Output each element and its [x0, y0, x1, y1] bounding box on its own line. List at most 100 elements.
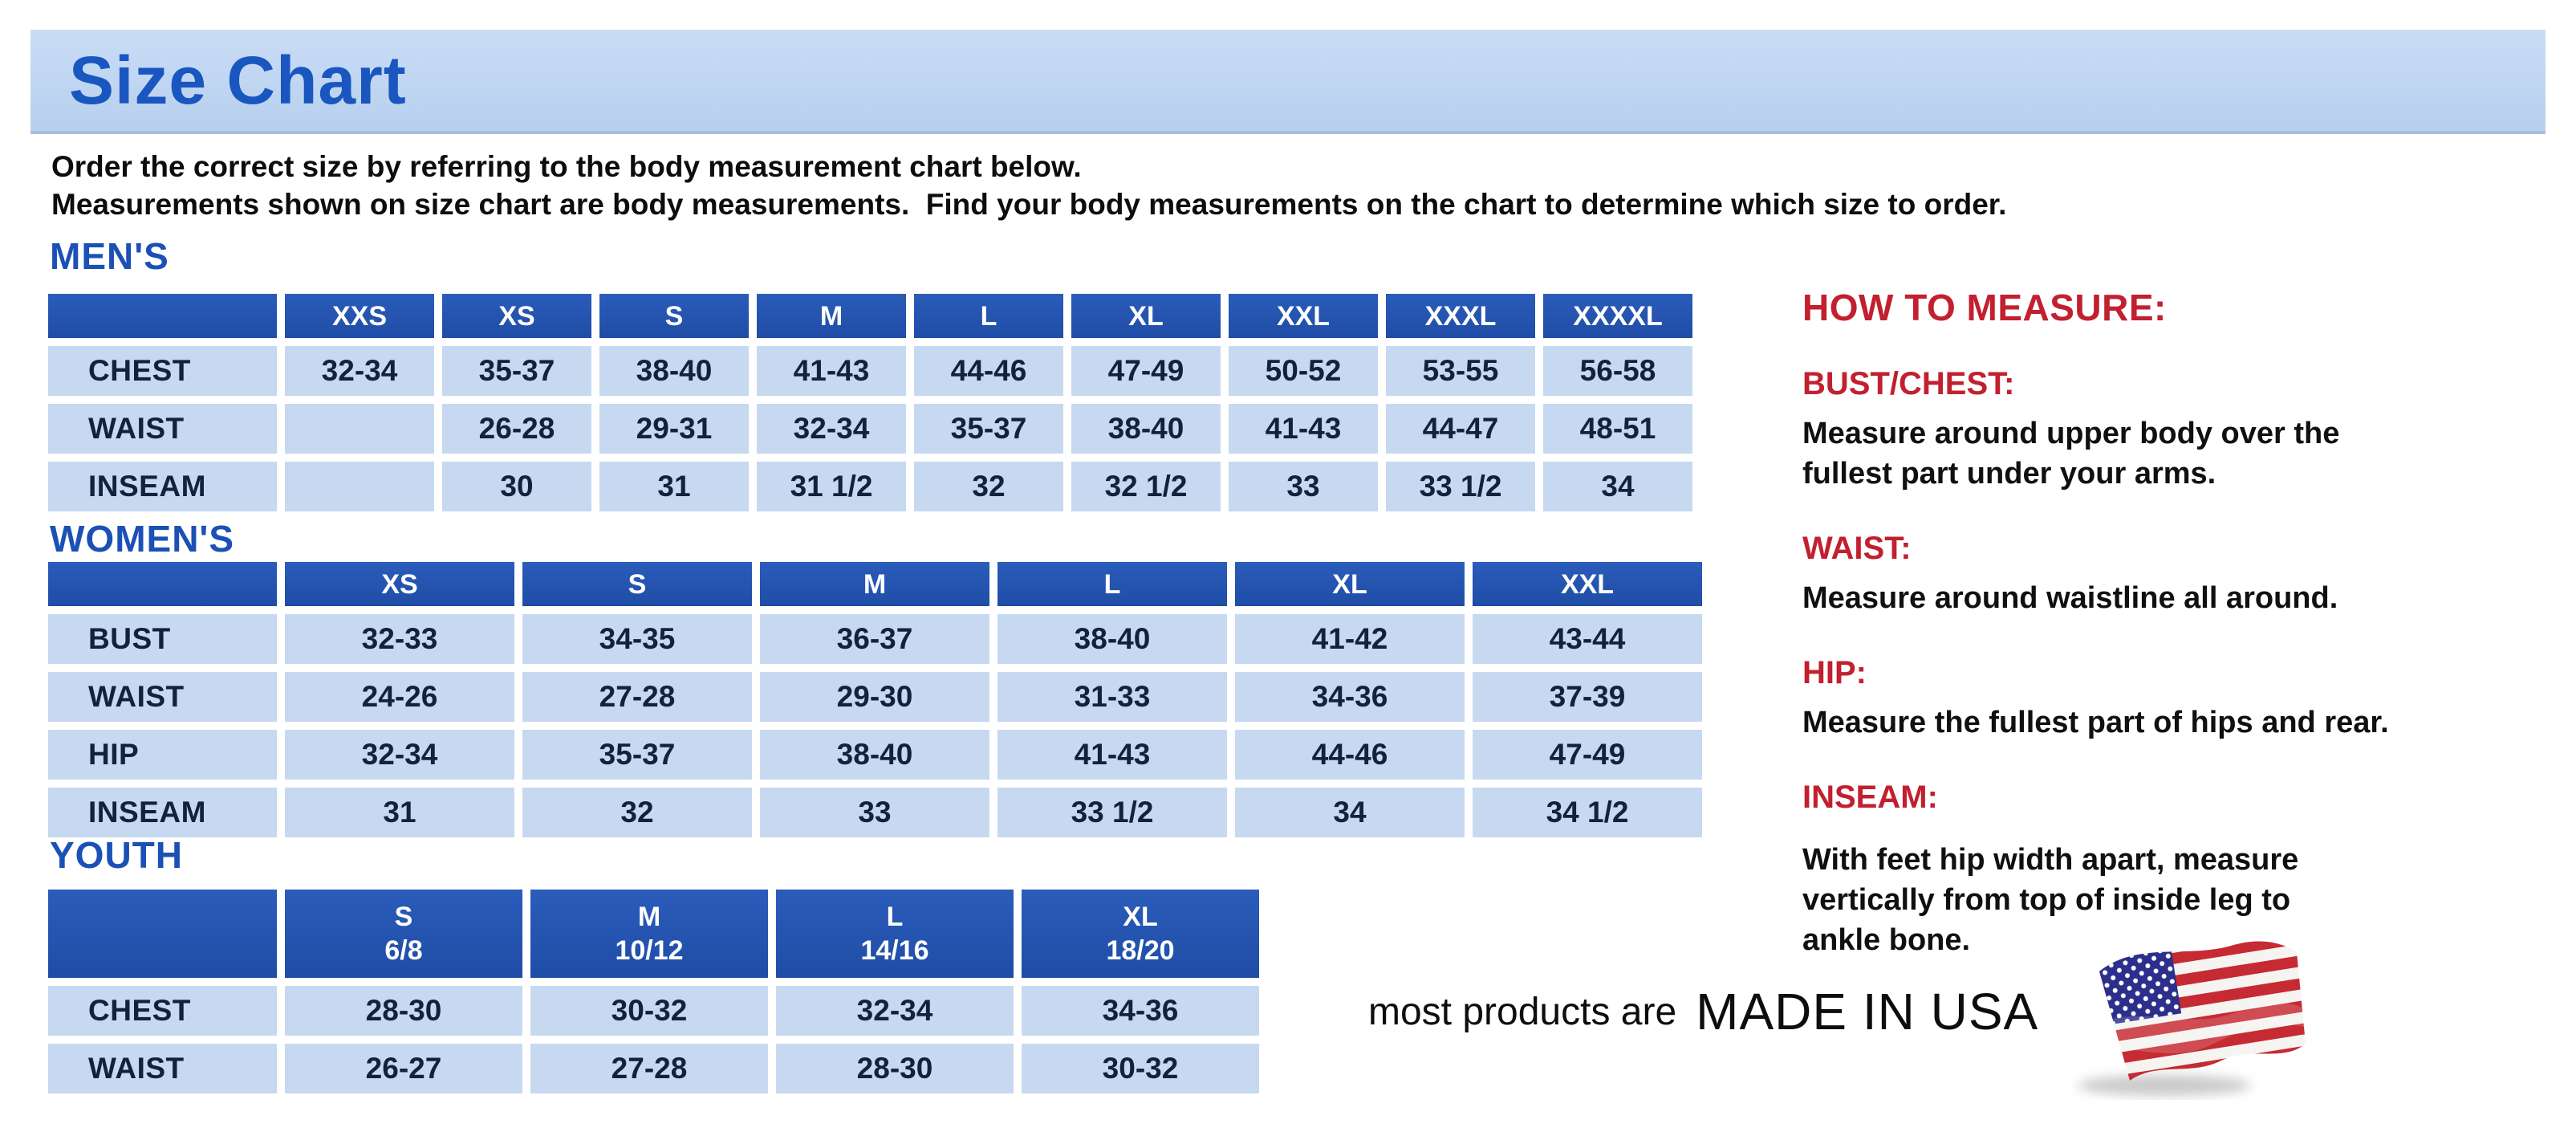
data-cell: 47-49 — [1071, 346, 1221, 396]
header-cell: L 14/16 — [776, 890, 1014, 978]
data-cell: 33 — [760, 788, 989, 837]
header-cell: XL 18/20 — [1022, 890, 1259, 978]
table-corner-cell — [48, 294, 277, 338]
data-cell: 33 1/2 — [997, 788, 1227, 837]
measure-label-bust-chest: BUST/CHEST: — [1802, 366, 2015, 401]
header-cell: S — [599, 294, 749, 338]
data-cell: 32-33 — [285, 614, 514, 664]
header-cell: XXL — [1229, 294, 1378, 338]
section-heading-womens: WOMEN'S — [50, 518, 235, 560]
data-cell: 30-32 — [530, 986, 768, 1036]
how-to-measure-section: HOW TO MEASURE: BUST/CHEST: Measure arou… — [1802, 286, 2557, 960]
measure-text-hip: Measure the fullest part of hips and rea… — [1802, 706, 2389, 739]
data-cell: 38-40 — [997, 614, 1227, 664]
data-cell — [285, 462, 434, 511]
youth-size-table: S 6/8 M 10/12 L 14/16 XL 18/20 CHEST 28-30 30-… — [48, 890, 1259, 1093]
data-cell: 32-34 — [776, 986, 1014, 1036]
data-cell: 35-37 — [522, 730, 752, 780]
data-cell: 34 — [1235, 788, 1465, 837]
data-cell: 31 1/2 — [757, 462, 906, 511]
data-cell: 32-34 — [285, 346, 434, 396]
row-label: BUST — [48, 614, 277, 664]
data-cell: 32 — [522, 788, 752, 837]
measure-text-waist: Measure around waistline all around. — [1802, 581, 2338, 615]
measure-item-hip: HIP: Measure the fullest part of hips an… — [1802, 655, 2557, 743]
made-in-usa-prefix: most products are — [1368, 990, 1677, 1033]
row-label: WAIST — [48, 1044, 277, 1093]
header-cell: M — [757, 294, 906, 338]
header-cell: S 6/8 — [285, 890, 522, 978]
intro-text: Order the correct size by referring to t… — [51, 148, 2006, 223]
row-label: CHEST — [48, 346, 277, 396]
data-cell: 41-43 — [997, 730, 1227, 780]
data-cell: 41-43 — [757, 346, 906, 396]
made-in-usa-emphasis: MADE IN USA — [1696, 983, 2039, 1040]
data-cell: 33 — [1229, 462, 1378, 511]
made-in-usa-line: most products are MADE IN USA — [1368, 915, 2313, 1108]
row-label: INSEAM — [48, 788, 277, 837]
header-cell: XXXXL — [1543, 294, 1692, 338]
header-cell: XL — [1235, 562, 1465, 606]
how-to-measure-heading: HOW TO MEASURE: — [1802, 287, 2167, 328]
page-title-banner: Size Chart — [30, 30, 2546, 134]
data-cell: 29-30 — [760, 672, 989, 722]
data-cell: 26-28 — [442, 404, 591, 454]
header-cell: S — [522, 562, 752, 606]
data-cell: 36-37 — [760, 614, 989, 664]
data-cell: 32 1/2 — [1071, 462, 1221, 511]
womens-size-table: XS S M L XL XXL BUST 32-33 34-35 36-37 38-40 41-42 4… — [48, 562, 1702, 837]
data-cell: 53-55 — [1386, 346, 1535, 396]
data-cell: 38-40 — [1071, 404, 1221, 454]
data-cell: 28-30 — [776, 1044, 1014, 1093]
data-cell — [285, 404, 434, 454]
section-heading-mens: MEN'S — [50, 235, 169, 277]
data-cell: 34-36 — [1022, 986, 1259, 1036]
intro-line-1: Order the correct size by referring to t… — [51, 150, 1082, 183]
data-cell: 37-39 — [1473, 672, 1702, 722]
header-cell: XS — [442, 294, 591, 338]
header-cell: XXS — [285, 294, 434, 338]
data-cell: 27-28 — [530, 1044, 768, 1093]
mens-size-table: XXS XS S M L XL XXL XXXL XXXXL CHEST 32-34 35-37 38-… — [48, 294, 1692, 511]
data-cell: 32 — [914, 462, 1063, 511]
usa-flag-icon — [2078, 941, 2306, 1096]
data-cell: 30-32 — [1022, 1044, 1259, 1093]
row-label: WAIST — [48, 404, 277, 454]
data-cell: 31 — [285, 788, 514, 837]
data-cell: 24-26 — [285, 672, 514, 722]
measure-item-inseam: INSEAM: With feet hip width apart, measu… — [1802, 780, 2557, 960]
data-cell: 32-34 — [285, 730, 514, 780]
data-cell: 32-34 — [757, 404, 906, 454]
header-cell: M — [760, 562, 989, 606]
measure-label-waist: WAIST: — [1802, 531, 1912, 566]
data-cell: 33 1/2 — [1386, 462, 1535, 511]
data-cell: 38-40 — [599, 346, 749, 396]
section-heading-youth: YOUTH — [50, 834, 183, 876]
measure-item-bust-chest: BUST/CHEST: Measure around upper body ov… — [1802, 366, 2557, 494]
data-cell: 48-51 — [1543, 404, 1692, 454]
page-title: Size Chart — [69, 43, 407, 118]
row-label: INSEAM — [48, 462, 277, 511]
data-cell: 50-52 — [1229, 346, 1378, 396]
header-cell: XXL — [1473, 562, 1702, 606]
header-cell: M 10/12 — [530, 890, 768, 978]
table-corner-cell — [48, 562, 277, 606]
measure-text-bust-chest: Measure around upper body over the fulle… — [1802, 417, 2340, 491]
data-cell: 38-40 — [760, 730, 989, 780]
data-cell: 35-37 — [914, 404, 1063, 454]
data-cell: 44-47 — [1386, 404, 1535, 454]
table-corner-cell — [48, 890, 277, 978]
measure-label-inseam: INSEAM: — [1802, 780, 1938, 815]
measure-label-hip: HIP: — [1802, 655, 1867, 690]
data-cell: 47-49 — [1473, 730, 1702, 780]
data-cell: 31-33 — [997, 672, 1227, 722]
data-cell: 26-27 — [285, 1044, 522, 1093]
row-label: CHEST — [48, 986, 277, 1036]
data-cell: 44-46 — [1235, 730, 1465, 780]
header-cell: L — [997, 562, 1227, 606]
data-cell: 27-28 — [522, 672, 752, 722]
header-cell: XL — [1071, 294, 1221, 338]
data-cell: 41-43 — [1229, 404, 1378, 454]
data-cell: 31 — [599, 462, 749, 511]
